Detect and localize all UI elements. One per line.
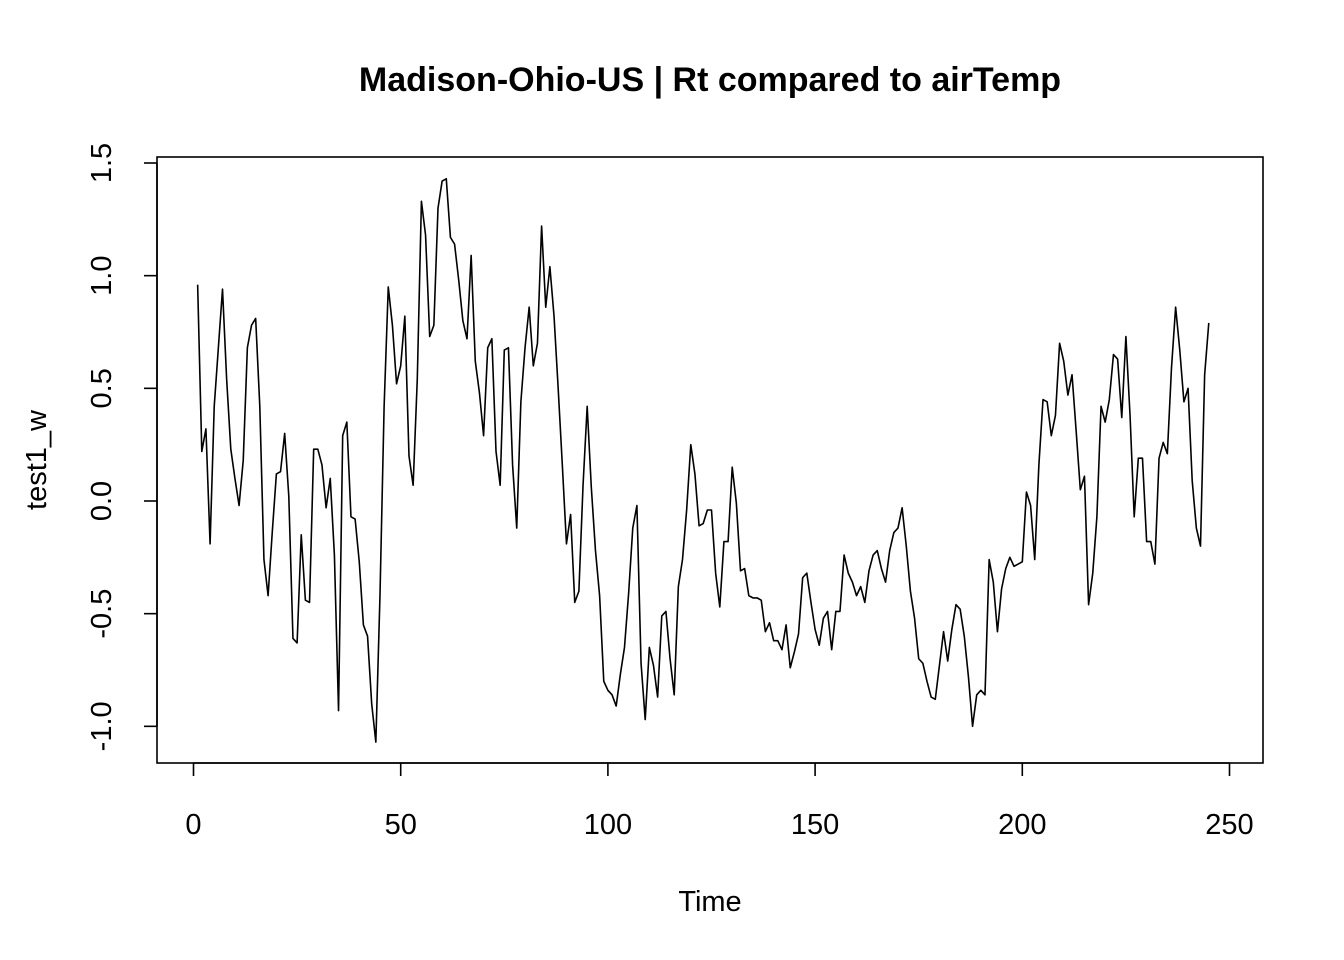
x-tick-label: 250 [1205, 809, 1253, 841]
y-tick-label: -1.0 [86, 701, 118, 751]
y-tick-label: 0.0 [86, 481, 118, 521]
series-line [196, 177, 1210, 743]
y-axis: -1.0 -0.5 0.0 0.5 1.0 1.5 [86, 143, 158, 751]
x-axis-label: Time [678, 886, 741, 918]
plot-frame [156, 156, 1264, 764]
x-tick-label: 50 [385, 809, 417, 841]
x-tick-label: 200 [998, 809, 1046, 841]
x-axis: 0 50 100 150 200 250 [185, 762, 1254, 841]
x-tick-label: 150 [791, 809, 839, 841]
y-tick-label: 0.5 [86, 368, 118, 408]
y-tick-label: -0.5 [86, 589, 118, 639]
chart-title: Madison-Ohio-US | Rt compared to airTemp [359, 61, 1061, 99]
y-axis-label: test1_w [21, 409, 53, 510]
x-tick-label: 0 [185, 809, 201, 841]
y-tick-label: 1.0 [86, 256, 118, 296]
x-tick-label: 100 [584, 809, 632, 841]
y-tick-label: 1.5 [86, 143, 118, 183]
